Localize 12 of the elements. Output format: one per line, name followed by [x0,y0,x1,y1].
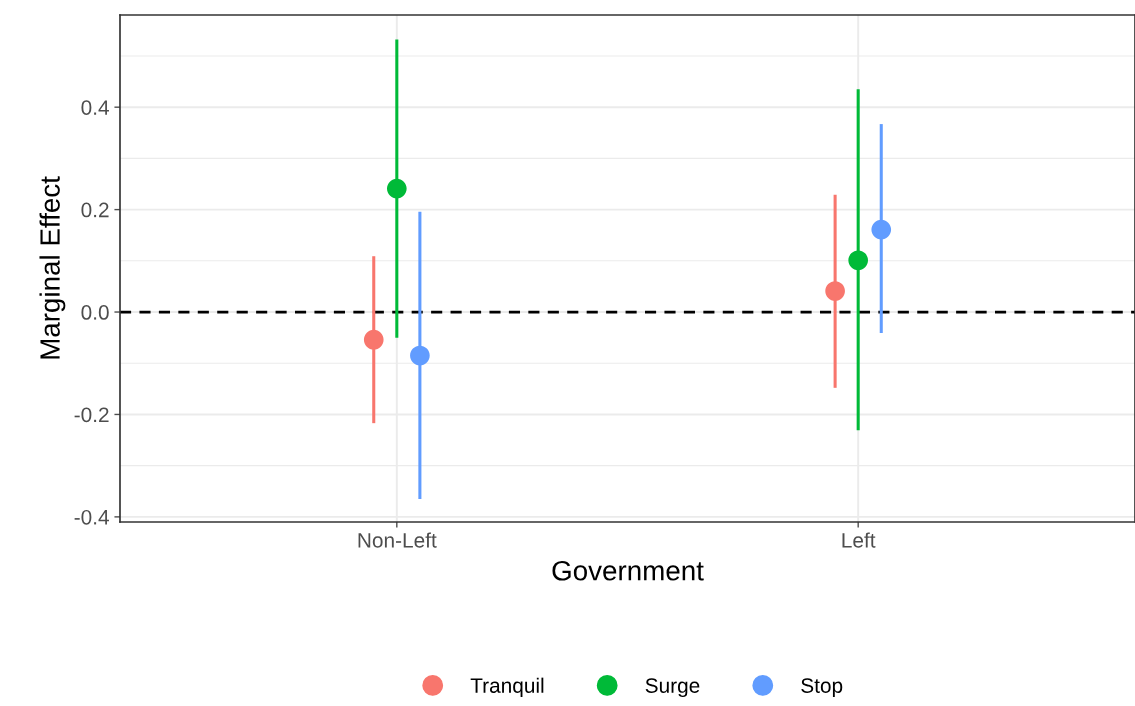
legend-label: Stop [801,678,843,698]
y-tick-label: 0.0 [81,305,109,320]
legend-label: Surge [645,678,700,698]
x-axis-title: Government [552,560,704,581]
legend-label: Tranquil [470,677,544,698]
y-tick-label: 0.4 [81,100,109,115]
x-tick-label: Left [842,532,876,548]
y-tick-label: -0.4 [74,509,109,525]
x-tick-label: Non-Left [358,532,437,548]
y-axis-title: Marginal Effect [39,176,66,359]
y-tick-label: 0.2 [81,202,109,218]
y-tick-label: -0.2 [74,407,109,423]
